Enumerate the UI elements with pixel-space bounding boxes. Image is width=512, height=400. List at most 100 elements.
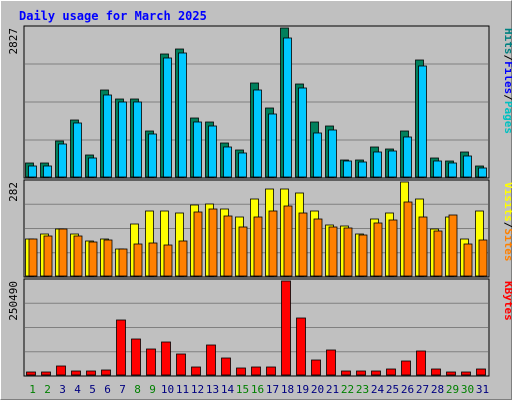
x-tick-label-day-16: 16 [251,383,264,396]
bar-kbytes-day-13 [206,344,216,376]
legend-entry: / [502,222,512,229]
bar-sites-day-20 [313,218,323,277]
panel-visits-sites: 282 Visits/Sites [7,179,512,278]
bar-kbytes-day-16 [251,366,261,376]
bar-kbytes-day-15 [236,367,246,376]
bar-sites-day-17 [268,210,278,277]
bar-pages-day-25 [388,150,397,178]
bar-pages-day-5 [88,157,97,178]
x-tick-label-day-28: 28 [431,383,444,396]
bar-kbytes-day-11 [176,353,186,376]
bar-sites-day-19 [298,212,308,277]
bar-sites-day-22 [343,227,353,277]
bar-kbytes-day-25 [386,368,396,376]
bar-kbytes-day-1 [26,371,36,376]
x-tick-label-day-5: 5 [89,383,96,396]
bar-sites-day-15 [238,226,248,277]
bar-pages-day-26 [403,136,412,178]
bar-kbytes-day-9 [146,348,156,376]
bar-sites-day-10 [163,244,173,277]
bar-kbytes-day-21 [326,349,336,376]
bar-kbytes-day-8 [131,338,141,376]
bar-sites-day-27 [418,216,428,277]
x-tick-label-day-9: 9 [149,383,156,396]
x-tick-label-day-10: 10 [161,383,174,396]
bar-kbytes-day-22 [341,370,351,376]
panel-max-label: 2827 [7,28,20,55]
x-tick-label-day-12: 12 [191,383,204,396]
bar-sites-day-29 [448,214,458,277]
x-tick-label-day-27: 27 [416,383,429,396]
chart-panels: 2827Hits/Files/Pages282Visits/Sites25049… [7,25,512,377]
panel-legend: Hits/Files/Pages [502,28,512,134]
bar-sites-day-2 [43,235,53,277]
bar-sites-day-14 [223,215,233,277]
x-tick-label-day-22: 22 [341,383,354,396]
x-tick-label-day-23: 23 [356,383,369,396]
bar-kbytes-day-26 [401,360,411,376]
x-tick-label-day-21: 21 [326,383,339,396]
panel-max-label: 282 [7,182,20,202]
bar-pages-day-21 [328,129,337,178]
bar-pages-day-17 [268,113,277,178]
bar-pages-day-4 [73,122,82,178]
bar-sites-day-26 [403,201,413,277]
bar-pages-day-1 [28,165,37,178]
bar-pages-day-2 [43,165,52,178]
bar-pages-day-8 [133,101,142,178]
bar-pages-day-31 [478,167,487,178]
bar-sites-day-24 [373,222,383,277]
x-tick-label-day-11: 11 [176,383,189,396]
bar-pages-day-6 [103,94,112,178]
bar-kbytes-day-24 [371,370,381,376]
chart-title: Daily usage for March 2025 [19,9,207,23]
bar-sites-day-4 [73,235,83,277]
bar-kbytes-day-20 [311,359,321,376]
x-tick-label-day-30: 30 [461,383,474,396]
bar-kbytes-day-2 [41,371,51,376]
bar-kbytes-day-4 [71,370,81,376]
bar-kbytes-day-23 [356,370,366,376]
bar-kbytes-day-12 [191,366,201,376]
legend-entry: / [502,55,512,62]
bar-pages-day-23 [358,161,367,178]
bar-sites-day-21 [328,226,338,277]
bar-kbytes-day-5 [86,370,96,376]
bar-pages-day-22 [343,160,352,178]
bar-pages-day-9 [148,133,157,178]
x-tick-label-day-2: 2 [44,383,51,396]
panel-legend: KBytes [502,281,512,321]
bar-kbytes-day-3 [56,365,66,376]
bar-pages-day-18 [283,37,292,178]
x-tick-label-day-1: 1 [29,383,36,396]
panel-max-label: 250490 [7,281,20,321]
x-tick-label-day-25: 25 [386,383,399,396]
x-tick-label-day-24: 24 [371,383,385,396]
bar-pages-day-19 [298,87,307,178]
bar-kbytes-day-6 [101,369,111,376]
panel-kbytes: 250490 KBytes [7,278,512,377]
bar-sites-day-13 [208,208,218,277]
bar-sites-day-9 [148,242,158,277]
bar-pages-day-30 [463,155,472,178]
x-tick-label-day-6: 6 [104,383,111,396]
legend-entry: Files [502,61,512,94]
x-tick-label-day-31: 31 [476,383,489,396]
bar-pages-day-20 [313,132,322,178]
bar-kbytes-day-28 [431,368,441,376]
panel-legend: Visits/Sites [502,182,512,262]
bar-pages-day-13 [208,125,217,178]
bar-kbytes-day-27 [416,350,426,376]
legend-entry: KBytes [502,281,512,321]
x-tick-label-day-29: 29 [446,383,459,396]
bar-pages-day-16 [253,89,262,178]
bar-sites-day-30 [463,243,473,277]
x-tick-label-day-13: 13 [206,383,219,396]
bar-pages-day-28 [433,160,442,178]
x-tick-label-day-18: 18 [281,383,294,396]
x-tick-label-day-26: 26 [401,383,414,396]
bar-sites-day-16 [253,216,263,277]
legend-entry: Pages [502,101,512,134]
